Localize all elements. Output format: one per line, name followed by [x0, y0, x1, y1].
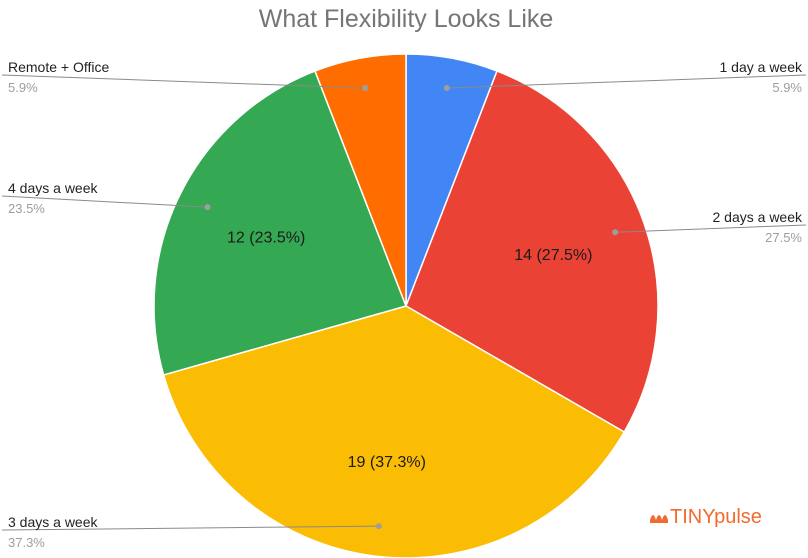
callout-label-1-day-a-week: 1 day a week — [720, 59, 803, 75]
callout-label-4-days-a-week: 4 days a week — [8, 180, 98, 196]
leader-dot-2-days-a-week — [612, 229, 619, 236]
leader-lines — [1, 74, 807, 531]
leader-dot-4-days-a-week — [204, 204, 211, 211]
callout-percent-remote-office: 5.9% — [8, 80, 38, 95]
callout-percent-2-days-a-week: 27.5% — [765, 230, 802, 245]
leader-dot-1-day-a-week — [443, 85, 450, 92]
leader-line-3-days-a-week — [1, 525, 379, 531]
chart-title: What Flexibility Looks Like — [259, 5, 554, 33]
slice-remote-office — [313, 53, 407, 307]
logo-text: TINYpulse — [670, 506, 762, 528]
callout-percent-3-days-a-week: 37.3% — [8, 535, 45, 550]
slice-4-days-a-week — [153, 70, 407, 376]
slice-value-label-3-days-a-week: 19 (37.3%) — [348, 454, 426, 471]
leader-dot-remote-office — [362, 85, 369, 92]
slice-value-labels: 14 (27.5%) 19 (37.3%) 12 (23.5%) — [227, 229, 592, 471]
logo-mark-icon — [650, 515, 668, 523]
slice-value-label-4-days-a-week: 12 (23.5%) — [227, 229, 305, 246]
pie-slices — [153, 53, 659, 558]
callout-label-remote-office: Remote + Office — [8, 59, 110, 75]
tinypulse-logo: TINYpulse — [650, 506, 762, 528]
slice-3-days-a-week — [162, 305, 626, 558]
slice-value-label-2-days-a-week: 14 (27.5%) — [514, 247, 592, 264]
callout-label-3-days-a-week: 3 days a week — [8, 514, 98, 530]
callout-label-2-days-a-week: 2 days a week — [713, 209, 803, 225]
leader-line-remote-office — [1, 74, 366, 89]
callout-percent-4-days-a-week: 23.5% — [8, 201, 45, 216]
leader-dot-3-days-a-week — [375, 523, 382, 530]
callout-labels: 1 day a week 5.9% 2 days a week 27.5% 3 days… — [8, 59, 803, 550]
leader-line-1-day-a-week — [446, 74, 807, 89]
callout-percent-1-day-a-week: 5.9% — [772, 80, 802, 95]
leader-line-4-days-a-week — [1, 195, 208, 208]
leader-line-2-days-a-week — [615, 224, 807, 233]
